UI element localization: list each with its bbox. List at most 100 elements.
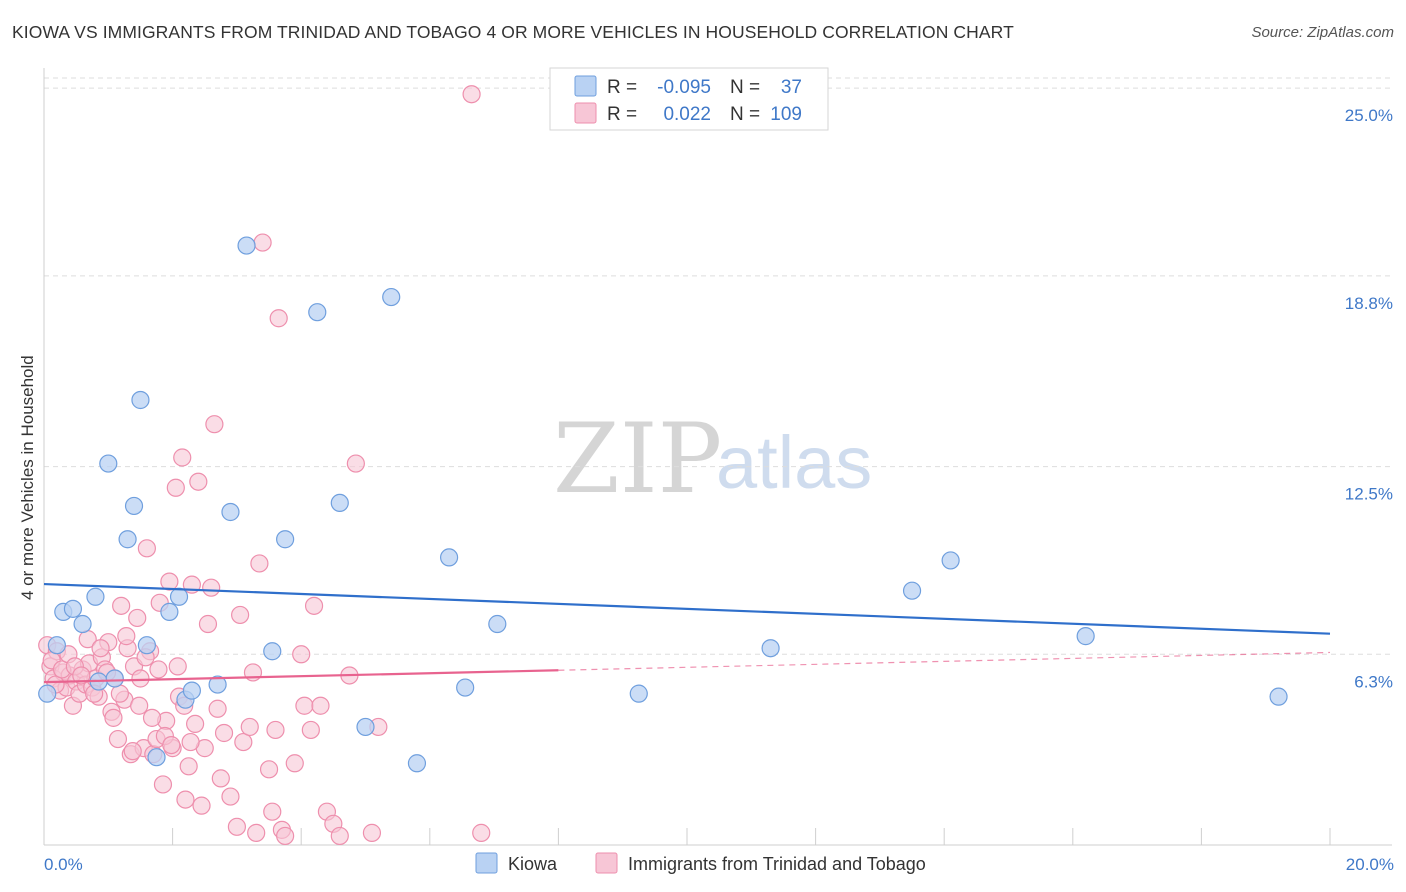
legend-swatch-kiowa [574,75,597,97]
kiowa-point [221,502,240,522]
legend-n-value-tt: 109 [770,104,802,125]
tt-point [263,802,282,821]
tt-point [234,732,253,752]
tt-point [181,732,200,752]
legend-r-value-kiowa: -0.095 [657,77,711,98]
kiowa-point [456,678,475,697]
kiowa-point [160,602,179,621]
tt-point [142,708,162,727]
tt-point [253,233,272,252]
y-tick-label: 12.5% [1345,485,1393,504]
tt-point [247,823,266,842]
tt-point [112,596,131,615]
tt-point [168,657,187,676]
watermark-zip: ZIP [553,403,722,515]
tt-point [285,754,304,773]
kiowa-point [1269,687,1288,706]
legend-n-label-kiowa: N = [730,77,760,98]
tt-point [137,539,156,558]
tt-point [123,742,142,761]
legend-r-value-tt: 0.022 [663,104,711,125]
tt-point [130,696,149,715]
tt-point [346,454,365,473]
tt-point [173,448,192,467]
kiowa-point [330,493,349,513]
bottom-legend-swatch-kiowa [475,852,498,874]
tt-point [205,415,224,434]
bottom-legend-label-kiowa: Kiowa [508,854,558,874]
tt-point [259,760,279,779]
kiowa-point [99,454,118,473]
y-tick-labels: 6.3% 12.5% 18.8% 25.0% [1345,106,1393,691]
tt-point [304,596,324,615]
y-tick-label: 6.3% [1354,672,1393,691]
tt-point [311,696,330,715]
kiowa-point [105,669,124,688]
tt-point [276,826,295,846]
kiowa-point [308,303,327,322]
source-label: Source: ZipAtlas.com [1251,24,1394,41]
kiowa-point [131,390,150,410]
kiowa-point [629,684,648,703]
legend-swatch-tt [574,102,597,124]
legend-r-label-kiowa: R = [607,77,637,98]
tt-point [160,572,179,591]
y-tick-label: 25.0% [1345,106,1393,125]
tt-point [240,717,259,737]
legend: R = -0.095 N = 37 R = 0.022 N = 109 [549,67,829,131]
bottom-legend-label-tt: Immigrants from Trinidad and Tobago [628,854,926,874]
tt-point [221,787,240,806]
kiowa-point [169,587,189,606]
kiowa-point [208,675,227,694]
y-axis-title: 4 or more Vehicles in Household [18,355,37,600]
grid [44,77,1392,655]
kiowa-point [407,754,427,773]
tt-point [362,823,382,842]
tt-point [128,608,147,628]
tt-point [192,796,211,815]
tt-point [462,85,481,104]
kiowa-point [182,681,201,700]
kiowa-point [73,614,92,634]
tt-point [266,720,285,740]
kiowa-point [86,587,105,606]
kiowa-point [382,287,401,307]
kiowa-point [118,530,137,549]
tt-point [186,714,205,734]
tt-point [330,826,349,846]
trend-lines [43,582,1331,684]
kiowa-point [276,530,295,549]
tt-point [72,666,91,685]
y-tick-label: 18.8% [1345,294,1393,313]
kiowa-trend-line [43,582,1331,635]
tt-point [91,639,110,658]
tt-point [179,757,198,776]
tt-point [292,645,311,664]
tt-point [149,660,168,679]
kiowa-point [147,748,166,767]
tt-point [104,708,123,727]
legend-n-label-tt: N = [730,104,760,125]
kiowa-point [263,642,282,661]
kiowa-point [1076,627,1095,646]
bottom-legend-swatch-tt [595,852,618,874]
tt-point [472,823,491,842]
kiowa-point [356,717,375,737]
axes [43,68,1392,846]
bottom-legend: Kiowa Immigrants from Trinidad and Tobag… [475,852,926,874]
watermark-atlas: atlas [716,421,872,504]
tt-point [231,605,250,625]
tt-point [250,554,269,573]
tt-point [189,472,208,491]
tt-point [166,478,185,497]
tt-point [269,309,288,328]
chart-title: KIOWA VS IMMIGRANTS FROM TRINIDAD AND TO… [12,22,1014,42]
legend-r-label-tt: R = [607,104,637,125]
kiowa-point [124,496,144,516]
kiowa-point [47,636,66,655]
x-tick-label-min: 0.0% [44,855,83,874]
tt-point [301,720,320,740]
legend-n-value-kiowa: 37 [781,77,802,98]
tt-point [198,614,218,634]
